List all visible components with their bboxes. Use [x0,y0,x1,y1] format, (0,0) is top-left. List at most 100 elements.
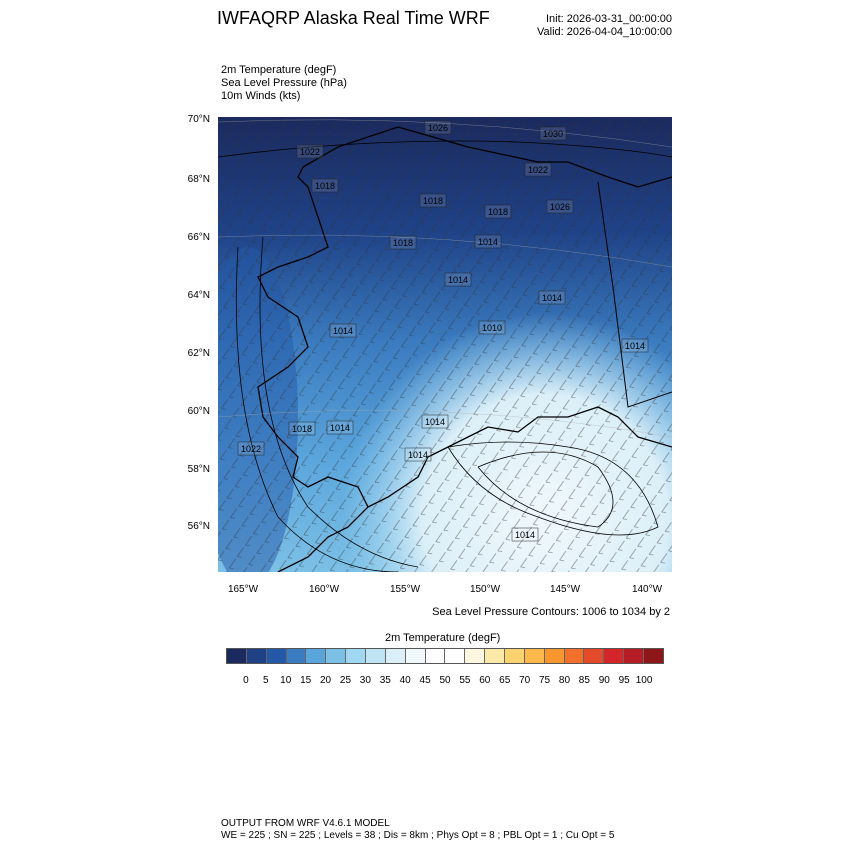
colorbar-swatch [544,649,565,663]
contour-label: 1022 [241,444,261,454]
colorbar-label: 65 [499,675,511,686]
lat-label: 62°N [187,348,210,359]
contour-label: 1014 [478,237,498,247]
colorbar-label: 75 [538,675,551,686]
contour-label-box [444,272,472,287]
canada-border [597,181,672,408]
colorbar-swatch [266,649,287,663]
colorbar-label: 85 [578,675,590,686]
contour-label: 1018 [488,207,508,217]
contour-label-box [404,447,432,462]
colorbar-label: 5 [263,675,269,686]
colorbar-label: 60 [479,675,491,686]
contour-label-box [539,126,567,141]
contour-label-box [389,235,417,250]
contour-labels: 1026 1030 1022 1018 1018 1022 1018 1026 1018 1014… [237,120,649,542]
contour-label-box [424,120,452,135]
contour-label: 1014 [515,530,535,540]
contour-label: 1014 [448,275,468,285]
colorbar-swatch [584,649,605,663]
contour-label-box [524,162,552,177]
field-pressure: Sea Level Pressure (hPa) [221,77,347,89]
contour-label-box [511,527,539,542]
colorbar-label: 30 [359,675,371,686]
lat-label: 70°N [187,114,210,125]
pressure-contours [218,140,672,572]
colorbar-label: 95 [618,675,630,686]
lon-label: 160°W [308,584,340,595]
colorbar-swatch [604,649,625,663]
contour-label-box [621,338,649,353]
colorbar-label: 50 [439,675,451,686]
contour-label-box [237,441,265,456]
field-winds: 10m Winds (kts) [221,90,301,102]
contour-label: 1018 [292,424,312,434]
colorbar-swatch [445,649,466,663]
colorbar-title: 2m Temperature (degF) [385,632,501,644]
model-version: OUTPUT FROM WRF V4.6.1 MODEL [221,818,390,829]
contour-label-box [326,420,354,435]
contour-label-box [311,178,339,193]
lon-label: 165°W [227,584,259,595]
colorbar-swatch [564,649,585,663]
colorbar-label: 35 [379,675,391,686]
contour-label: 1014 [408,450,428,460]
colorbar-swatch [485,649,506,663]
colorbar-label: 55 [459,675,471,686]
colorbar-swatch [644,649,663,663]
colorbar-swatch [405,649,426,663]
contour-label: 1014 [330,423,350,433]
colorbar-swatch [624,649,645,663]
contour-label-box [421,414,449,429]
contour-label-box [288,421,316,436]
colorbar-label: 15 [300,675,312,686]
contour-label: 1010 [482,323,502,333]
contour-label-box [329,323,357,338]
lat-label: 58°N [187,464,210,475]
contour-label: 1018 [315,181,335,191]
contour-label: 1022 [300,147,320,157]
colorbar-swatch [425,649,446,663]
contour-label: 1014 [625,341,645,351]
colorbar-label: 20 [319,675,332,686]
colorbar-label: 45 [419,675,431,686]
colorbar-swatch [366,649,386,663]
contour-label-box [478,320,506,335]
field-temperature: 2m Temperature (degF) [221,64,337,76]
contour-label: 1014 [333,326,353,336]
contour-label: 1026 [550,202,570,212]
colorbar-label: 100 [635,675,653,686]
coastline [257,126,672,572]
lat-label: 66°N [187,232,210,243]
contour-label: 1026 [428,123,448,133]
colorbar-swatch [505,649,525,663]
contour-label: 1014 [425,417,445,427]
colorbar-swatch [465,649,486,663]
contour-label-box [474,234,502,249]
contour-label-box [546,199,574,214]
init-time: Init: 2026-03-31_00:00:00 [546,13,672,25]
lat-label: 68°N [187,174,210,185]
colorbar-swatch [227,649,247,663]
lon-label: 155°W [389,584,421,595]
wind-barbs [218,117,672,572]
slp-contour-note: Sea Level Pressure Contours: 1006 to 103… [432,606,670,618]
colorbar-swatch [346,649,367,663]
colorbar-swatch [246,649,267,663]
colorbar-swatch [286,649,307,663]
colorbar-label: 10 [280,675,292,686]
contour-label: 1014 [542,293,562,303]
lat-label: 56°N [187,521,210,532]
contour-label: 1022 [528,165,548,175]
colorbar-swatch [385,649,406,663]
colorbar-label: 0 [243,675,249,686]
colorbar-label: 70 [519,675,531,686]
colorbar-swatch [524,649,545,663]
colorbar-label: 80 [558,675,571,686]
contour-label: 1030 [543,129,563,139]
lat-label: 60°N [187,406,210,417]
colorbar-label: 40 [399,675,411,686]
contour-label-box [484,204,512,219]
lon-label: 145°W [549,584,581,595]
contour-label: 1018 [393,238,413,248]
